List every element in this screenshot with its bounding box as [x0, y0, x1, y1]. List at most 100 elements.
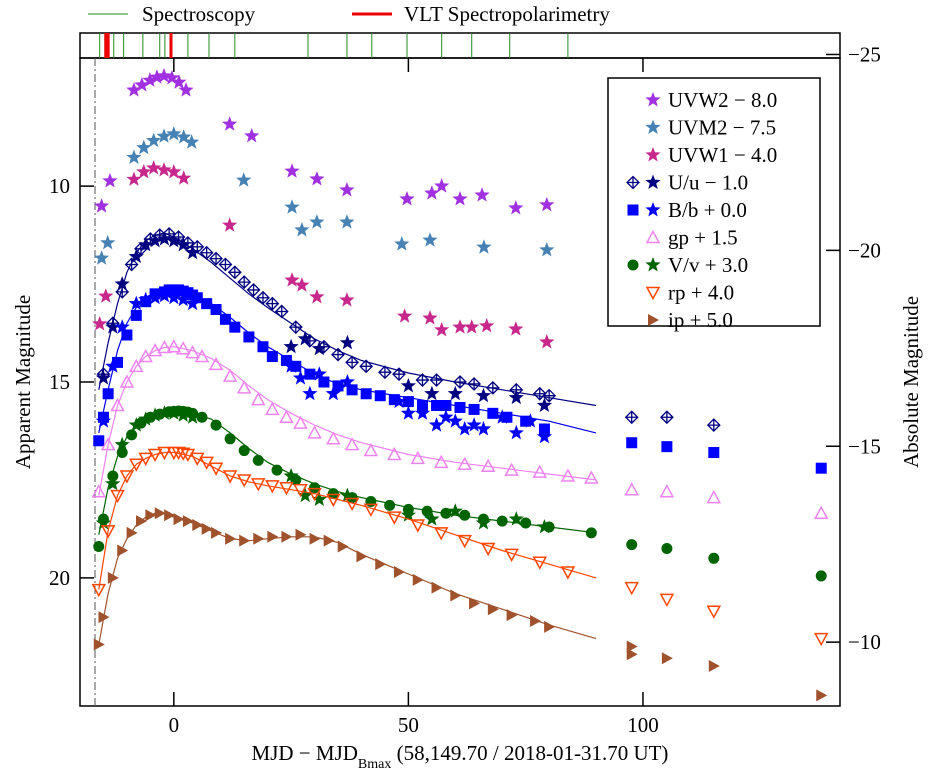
data-point: [434, 178, 450, 193]
data-point: [422, 232, 438, 247]
data-point: [171, 446, 186, 461]
data-point: [297, 330, 313, 346]
data-point: [156, 162, 172, 177]
data-point: [331, 347, 345, 362]
data-point: [815, 570, 827, 582]
legend-marker: [645, 229, 661, 244]
data-point: [267, 530, 279, 543]
y2-tick-label: −20: [848, 238, 881, 262]
data-point: [119, 374, 135, 388]
data-point: [124, 257, 139, 272]
data-point: [146, 132, 162, 148]
data-point: [185, 345, 200, 359]
data-point: [475, 421, 492, 436]
data-point: [585, 527, 597, 539]
data-point: [280, 354, 292, 366]
data-point: [237, 275, 252, 290]
data-point: [626, 640, 638, 653]
data-point: [544, 620, 556, 633]
x-tick-label: 100: [627, 713, 659, 737]
data-point: [706, 418, 721, 433]
data-point: [539, 334, 555, 349]
legend-label: UVW2 − 8.0: [668, 88, 777, 112]
legend-marker: [645, 286, 661, 301]
data-point: [284, 199, 300, 214]
data-point: [402, 396, 414, 408]
data-point: [344, 497, 360, 512]
fit-line: [98, 410, 597, 535]
data-point: [311, 366, 327, 381]
data-point: [126, 171, 142, 186]
data-point: [480, 458, 496, 472]
data-point: [112, 356, 124, 368]
data-point: [469, 597, 481, 610]
legend-marker: [645, 174, 661, 189]
data-point: [339, 487, 355, 503]
data-point: [100, 234, 116, 250]
legend-marker: [645, 119, 661, 134]
data-point: [452, 319, 468, 334]
data-point: [229, 321, 241, 333]
data-point: [180, 448, 196, 463]
data-point: [309, 532, 321, 545]
data-point: [339, 292, 355, 307]
data-point: [157, 446, 172, 461]
data-point: [428, 417, 445, 432]
data-point: [256, 290, 270, 305]
data-point: [387, 511, 402, 525]
data-point: [360, 388, 372, 400]
data-point: [126, 82, 142, 97]
data-point: [479, 318, 495, 333]
series: [93, 405, 827, 582]
data-point: [238, 445, 250, 457]
data-point: [584, 470, 599, 484]
data-point: [708, 552, 720, 564]
data-point: [244, 128, 260, 143]
legend-label: UVW1 − 4.0: [668, 143, 777, 167]
data-point: [293, 483, 308, 498]
data-point: [138, 236, 154, 252]
data-point: [156, 128, 172, 143]
data-point: [508, 511, 524, 526]
y2-tick-label: −25: [848, 42, 881, 66]
data-point: [243, 331, 255, 343]
data-point: [501, 411, 513, 423]
data-point: [457, 534, 472, 549]
data-point: [297, 487, 313, 503]
data-point: [175, 341, 191, 355]
data-point: [421, 505, 433, 517]
data-point: [136, 164, 152, 179]
data-point: [412, 573, 424, 586]
data-point: [246, 283, 261, 297]
data-point: [309, 289, 325, 304]
data-point: [394, 236, 410, 251]
data-point: [222, 368, 238, 382]
data-point: [126, 429, 138, 441]
legend-marker: [627, 259, 639, 271]
legend-label: ip + 5.0: [668, 308, 733, 332]
data-point: [438, 409, 454, 424]
epoch-strip: [79, 32, 841, 59]
data-point: [536, 428, 553, 444]
data-point: [532, 556, 548, 570]
data-point: [166, 289, 182, 305]
data-point: [265, 296, 280, 311]
legend-label: rp + 4.0: [668, 281, 734, 305]
data-point: [457, 421, 473, 436]
data-point: [532, 464, 548, 478]
data-point: [284, 163, 300, 178]
data-point: [156, 231, 173, 246]
data-point: [236, 474, 252, 488]
data-point: [311, 491, 327, 506]
x-label-rest: (58,149.70 / 2018-01-31.70 UT): [391, 741, 668, 765]
data-point: [397, 308, 413, 323]
data-point: [309, 214, 325, 229]
data-point: [119, 470, 135, 484]
series: [92, 160, 555, 349]
data-point: [191, 292, 203, 304]
data-point: [91, 583, 107, 598]
legend-label: gp + 1.5: [668, 226, 738, 250]
data-point: [184, 134, 200, 149]
data-point: [424, 185, 440, 200]
data-point: [394, 566, 406, 579]
